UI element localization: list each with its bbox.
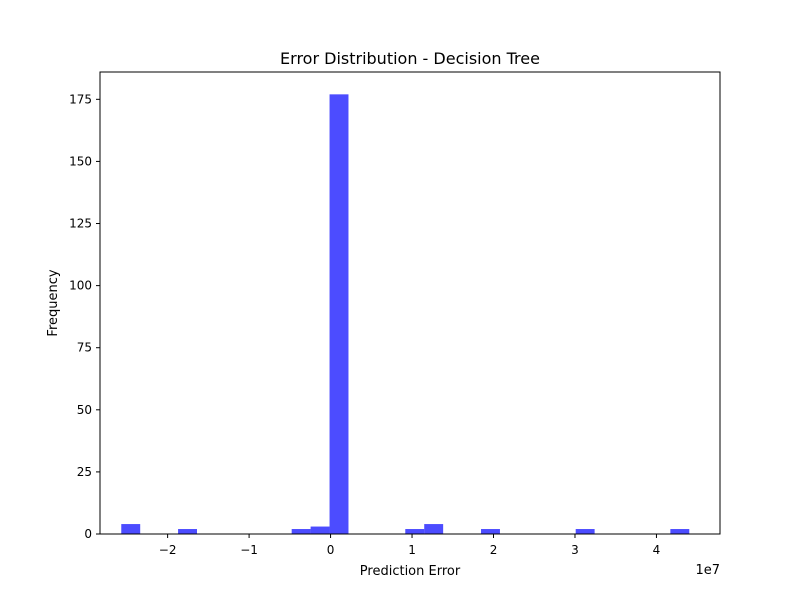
x-axis-label: Prediction Error xyxy=(360,564,461,579)
x-tick-label: 3 xyxy=(571,543,579,557)
y-tick-label: 100 xyxy=(69,279,92,293)
x-tick-label: −2 xyxy=(159,543,177,557)
x-tick-label: 2 xyxy=(490,543,498,557)
histogram-bar-9 xyxy=(670,529,690,534)
x-tick-label: 4 xyxy=(653,543,661,557)
chart-title: Error Distribution - Decision Tree xyxy=(280,49,540,68)
plot-frame xyxy=(99,71,721,535)
y-tick-label: 125 xyxy=(69,217,92,231)
y-tick-label: 150 xyxy=(69,154,92,168)
y-tick-label: 25 xyxy=(77,465,92,479)
y-tick-label: 0 xyxy=(84,527,92,541)
y-axis-label: Frequency xyxy=(46,269,61,336)
histogram-bar-2 xyxy=(291,529,311,534)
histogram-bar-0 xyxy=(121,524,141,534)
histogram-bar-4 xyxy=(329,94,349,534)
histogram-bar-7 xyxy=(481,529,500,534)
x-axis-ticks: −2 −1 0 1 2 3 4 xyxy=(159,534,661,557)
histogram-bar-6 xyxy=(424,524,444,534)
x-axis-offset-label: 1e7 xyxy=(695,563,720,578)
histogram-bar-5 xyxy=(405,529,425,534)
x-tick-label: 0 xyxy=(327,543,335,557)
y-tick-label: 175 xyxy=(69,92,92,106)
bars-group xyxy=(121,94,690,534)
y-tick-label: 75 xyxy=(77,341,92,355)
histogram-bar-8 xyxy=(575,529,595,534)
x-tick-label: −1 xyxy=(240,543,258,557)
y-axis-ticks: 0 25 50 75 100 125 150 175 xyxy=(69,92,100,541)
histogram-bar-1 xyxy=(178,529,197,534)
y-tick-label: 50 xyxy=(77,403,92,417)
x-tick-label: 1 xyxy=(408,543,416,557)
histogram-bar-3 xyxy=(310,526,330,534)
